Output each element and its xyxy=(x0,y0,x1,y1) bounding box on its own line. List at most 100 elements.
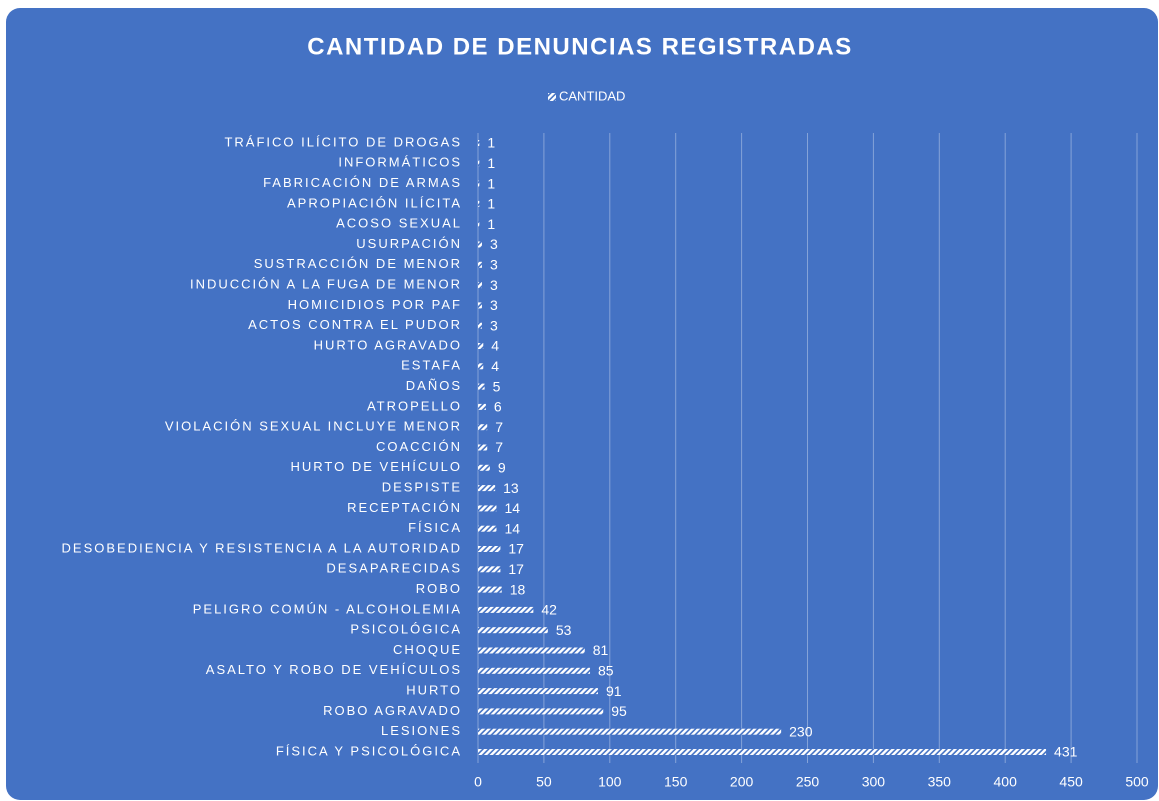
data-label: 230 xyxy=(789,723,813,739)
data-label: 6 xyxy=(494,399,502,415)
legend-label: CANTIDAD xyxy=(559,88,625,103)
data-label: 4 xyxy=(491,338,499,354)
bar xyxy=(478,200,480,207)
bar xyxy=(478,383,485,390)
data-label: 18 xyxy=(510,581,526,597)
bar xyxy=(478,444,488,451)
data-label: 1 xyxy=(487,135,495,151)
data-label: 81 xyxy=(593,642,609,658)
y-tick-label: CHOQUE xyxy=(393,642,462,657)
bar xyxy=(478,728,782,735)
y-tick-label: HURTO xyxy=(406,683,462,698)
bar xyxy=(478,485,496,492)
y-tick-label: RECEPTACIÓN xyxy=(347,500,462,515)
y-tick-label: INDUCCIÓN A LA FUGA DE MENOR xyxy=(190,277,462,292)
bar xyxy=(478,424,488,431)
bar xyxy=(478,241,482,248)
bar xyxy=(478,708,604,715)
bar xyxy=(478,343,484,349)
bar xyxy=(478,261,482,268)
x-tick-label: 350 xyxy=(928,774,952,790)
y-tick-label: DAÑOS xyxy=(406,378,462,393)
bar xyxy=(478,282,482,289)
y-tick-label: HURTO AGRAVADO xyxy=(314,337,462,352)
bar xyxy=(478,688,598,695)
data-label: 5 xyxy=(493,378,501,394)
bar xyxy=(478,464,490,471)
bar xyxy=(478,606,534,613)
data-label: 1 xyxy=(487,216,495,232)
y-tick-label: ATROPELLO xyxy=(367,398,462,413)
x-tick-label: 250 xyxy=(796,774,820,790)
data-label: 91 xyxy=(606,683,622,699)
data-label: 7 xyxy=(495,439,503,455)
y-tick-label: ASALTO Y ROBO DE VEHÍCULOS xyxy=(206,662,462,677)
bar xyxy=(478,525,497,532)
y-tick-label: HURTO DE VEHÍCULO xyxy=(291,459,463,474)
data-label: 95 xyxy=(611,703,627,719)
y-tick-label: TRÁFICO ILÍCITO DE DROGAS xyxy=(224,134,462,149)
y-tick-label: INFORMÁTICOS xyxy=(338,155,462,170)
bar xyxy=(478,302,482,309)
data-label: 42 xyxy=(541,602,557,618)
x-tick-label: 400 xyxy=(994,774,1018,790)
x-tick-label: 150 xyxy=(664,774,688,790)
bar xyxy=(478,363,484,370)
data-label: 14 xyxy=(504,500,520,516)
bar xyxy=(478,140,480,146)
y-tick-label: COACCIÓN xyxy=(376,439,462,454)
bar xyxy=(478,566,501,573)
x-tick-label: 100 xyxy=(598,774,622,790)
y-tick-label: LESIONES xyxy=(381,723,462,738)
x-tick-label: 50 xyxy=(536,774,552,790)
data-label: 17 xyxy=(508,541,524,557)
y-tick-label: ACTOS CONTRA EL PUDOR xyxy=(248,317,462,332)
data-label: 9 xyxy=(498,460,506,476)
bar xyxy=(478,749,1047,755)
legend-swatch xyxy=(548,93,556,101)
x-tick-label: 500 xyxy=(1125,774,1149,790)
y-tick-label: PELIGRO COMÚN - ALCOHOLEMIA xyxy=(193,601,462,616)
data-label: 3 xyxy=(490,297,498,313)
data-label: 3 xyxy=(490,277,498,293)
bar xyxy=(478,180,480,187)
x-tick-label: 0 xyxy=(474,774,482,790)
y-tick-label: DESOBEDIENCIA Y RESISTENCIA A LA AUTORID… xyxy=(62,540,462,555)
x-tick-label: 200 xyxy=(730,774,754,790)
chart-title: CANTIDAD DE DENUNCIAS REGISTRADAS xyxy=(307,33,853,60)
bar xyxy=(478,627,548,634)
data-label: 1 xyxy=(487,155,495,171)
y-tick-label: SUSTRACCIÓN DE MENOR xyxy=(254,256,462,271)
chart-background xyxy=(6,8,1158,800)
bar xyxy=(478,221,480,228)
y-tick-label: APROPIACIÓN ILÍCITA xyxy=(287,195,462,210)
bar xyxy=(478,160,480,167)
x-tick-label: 450 xyxy=(1059,774,1083,790)
bar xyxy=(478,505,497,512)
y-tick-label: FÍSICA Y PSICOLÓGICA xyxy=(276,743,462,758)
bar xyxy=(478,647,585,654)
data-label: 1 xyxy=(487,175,495,191)
y-tick-label: PSICOLÓGICA xyxy=(350,622,462,637)
bar xyxy=(478,667,591,674)
data-label: 7 xyxy=(495,419,503,435)
y-tick-label: HOMICIDIOS POR PAF xyxy=(288,297,462,312)
data-label: 13 xyxy=(503,480,519,496)
y-tick-label: ACOSO SEXUAL xyxy=(336,216,462,231)
y-tick-label: ROBO AGRAVADO xyxy=(323,703,462,718)
data-label: 4 xyxy=(491,358,499,374)
y-tick-label: DESAPARECIDAS xyxy=(326,561,462,576)
bar xyxy=(478,403,486,410)
data-label: 3 xyxy=(490,257,498,273)
x-tick-label: 300 xyxy=(862,774,886,790)
data-label: 3 xyxy=(490,236,498,252)
y-tick-label: ESTAFA xyxy=(401,358,462,373)
data-label: 85 xyxy=(598,663,614,679)
y-tick-label: DESPISTE xyxy=(382,480,462,495)
data-label: 1 xyxy=(487,196,495,212)
y-tick-label: FABRICACIÓN DE ARMAS xyxy=(263,175,462,190)
data-label: 431 xyxy=(1054,744,1078,760)
bar xyxy=(478,546,501,552)
y-tick-label: VIOLACIÓN SEXUAL INCLUYE MENOR xyxy=(165,419,462,434)
